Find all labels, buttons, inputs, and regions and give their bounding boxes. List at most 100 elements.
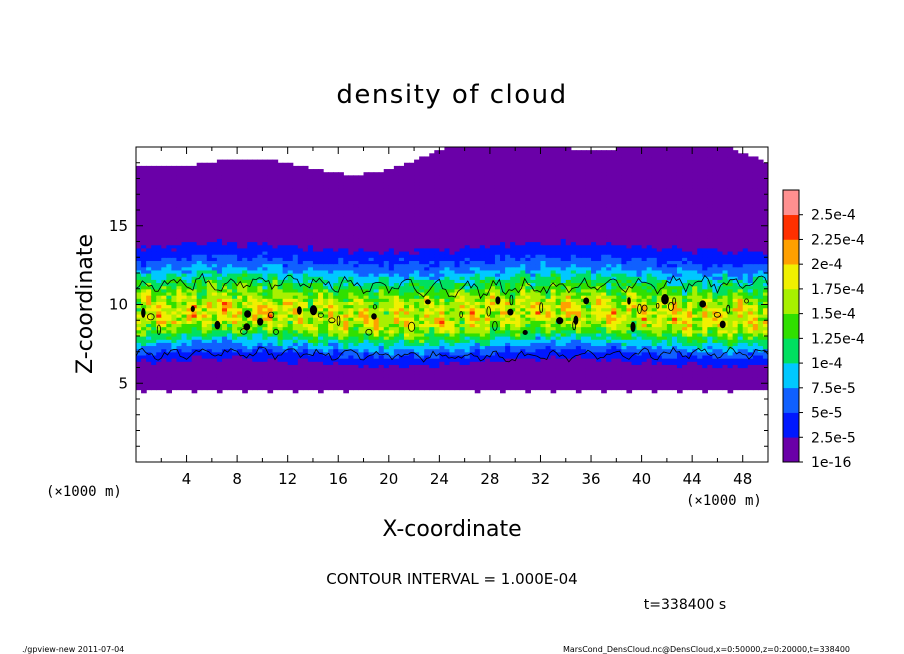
heatmap-cell [717,361,724,365]
heatmap-cell [449,266,456,271]
heatmap-cell [206,320,213,324]
heatmap-cell [262,351,269,356]
heatmap-cell [550,332,557,337]
heatmap-cell [333,317,339,321]
heatmap-cell [302,345,309,350]
heatmap-cell [636,376,643,381]
heatmap-cell [742,386,749,391]
heatmap-cell [429,376,435,381]
heatmap-cell [444,298,451,302]
heatmap-cell [717,295,724,299]
heatmap-cell [429,273,435,277]
heatmap-cell [338,336,344,340]
heatmap-cell [601,336,607,340]
heatmap-cell [201,380,208,384]
heatmap-cell [206,351,213,356]
heatmap-cell [216,367,223,372]
heatmap-cell [530,370,537,375]
heatmap-cell [727,364,734,369]
heatmap-cell [555,354,562,359]
heatmap-cell [287,320,294,324]
heatmap-cell [439,279,446,284]
heatmap-cell [414,310,420,315]
heatmap-cell [333,320,339,324]
heatmap-cell [338,364,344,369]
heatmap-cell [732,376,739,381]
heatmap-cell [196,263,203,268]
heatmap-cell [702,389,708,394]
heatmap-cell [398,307,405,312]
heatmap-cell [434,304,440,309]
heatmap-cell [358,373,365,378]
heatmap-cell [307,373,314,378]
heatmap-cell [211,266,218,271]
heatmap-cell [575,367,582,372]
heatmap-cell [419,348,425,353]
heatmap-cell [186,263,193,268]
heatmap-cell [201,367,208,372]
heatmap-cell [545,329,552,334]
heatmap-cell [469,351,476,356]
heatmap-cell [252,339,258,343]
heatmap-cell [611,295,617,299]
heatmap-cell [328,320,334,324]
heatmap-cell [707,279,713,284]
heatmap-cell [434,364,440,369]
heatmap-cell [717,332,724,337]
heatmap-cell [393,269,400,274]
heatmap-cell [646,364,653,369]
heatmap-cell [282,329,289,334]
heatmap-cell [206,361,213,365]
heatmap-cell [520,288,526,293]
heatmap-cell [328,386,334,391]
heatmap-cell [591,370,597,375]
heatmap-cell [343,364,349,369]
heatmap-cell [530,373,537,378]
heatmap-cell [373,376,380,381]
heatmap-cell [181,313,188,318]
heatmap-cell [727,291,734,296]
heatmap-cell [419,345,425,350]
heatmap-cell [247,266,253,271]
heatmap-cell [636,358,643,362]
heatmap-cell [742,351,749,356]
heatmap-cell [434,295,440,299]
heatmap-cell [454,361,461,365]
heatmap-cell [757,361,764,365]
heatmap-cell [156,339,162,343]
heatmap-cell [267,291,274,296]
heatmap-cell [606,276,612,280]
heatmap-cell [489,332,496,337]
heatmap-cell [646,348,653,353]
heatmap-cell [570,298,577,302]
heatmap-cell [368,358,375,362]
heatmap-cell [707,285,713,290]
heatmap-cell [363,273,370,277]
heatmap-cell [505,279,511,284]
heatmap-cell [697,380,703,384]
heatmap-cell [252,291,258,296]
heatmap-cell [272,310,279,315]
heatmap-cell [702,351,708,356]
heatmap-cell [444,282,451,287]
heatmap-cell [707,288,713,293]
heatmap-cell [287,367,294,372]
heatmap-cell [302,285,309,290]
heatmap-cell [353,358,360,362]
heatmap-cell [242,282,248,287]
heatmap-cell [216,273,223,277]
heatmap-cell [201,304,208,309]
heatmap-cell [333,304,339,309]
heatmap-cell [348,285,355,290]
heatmap-cell [682,358,688,362]
heatmap-cell [591,317,597,321]
heatmap-field [136,147,768,394]
heatmap-cell [393,276,400,280]
heatmap-cell [525,354,531,359]
heatmap-cell [687,273,693,277]
heatmap-cell [414,336,420,340]
heatmap-cell [606,361,612,365]
heatmap-cell [692,269,698,274]
heatmap-cell [601,323,607,328]
heatmap-cell [616,291,622,296]
